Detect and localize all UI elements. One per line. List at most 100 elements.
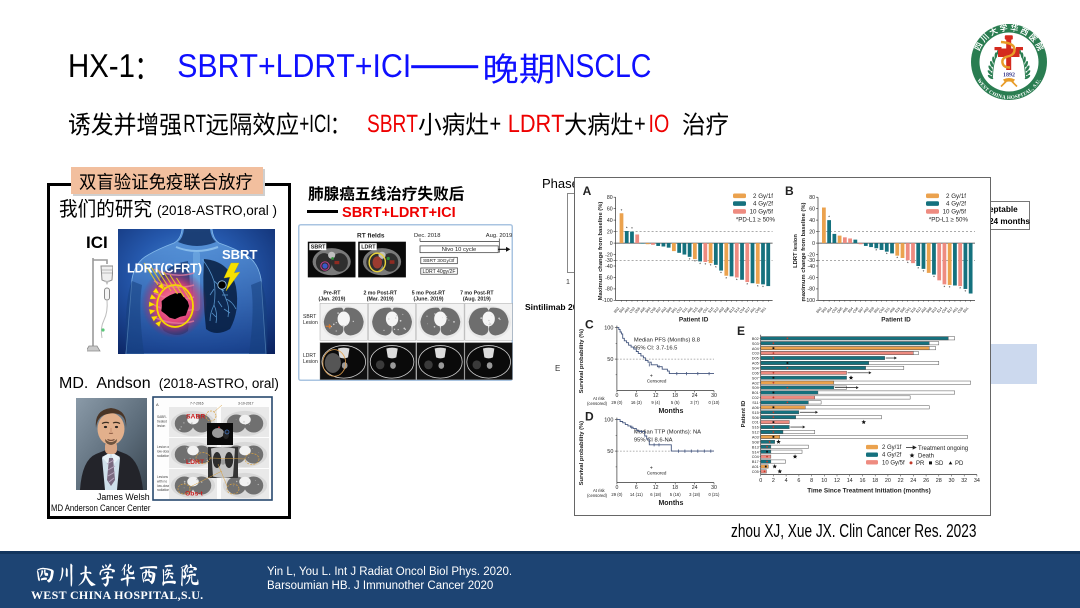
svg-text:A04: A04 [752, 347, 759, 351]
svg-text:A01: A01 [749, 306, 756, 313]
svg-text:S08: S08 [752, 440, 759, 444]
svg-text:A03: A03 [718, 306, 725, 313]
svg-text:5 (5): 5 (5) [671, 400, 680, 405]
svg-text:▲: ▲ [217, 425, 220, 429]
svg-text:0: 0 [615, 393, 618, 399]
svg-text:At risk: At risk [593, 396, 606, 401]
svg-text:Months: Months [658, 500, 683, 507]
svg-text:1892: 1892 [1003, 73, 1015, 79]
svg-text:*: * [736, 277, 738, 282]
svg-text:S03: S03 [618, 306, 625, 313]
svg-text:LDRT(CFRT): LDRT(CFRT) [127, 262, 202, 276]
svg-text:A01: A01 [752, 465, 759, 469]
svg-text:*: * [704, 262, 706, 267]
svg-text:30: 30 [711, 393, 717, 399]
svg-text:C01: C01 [904, 306, 911, 314]
svg-text:-40: -40 [605, 264, 613, 270]
svg-text:C06: C06 [852, 306, 859, 314]
svg-text:S07: S07 [752, 376, 759, 380]
svg-text:S12: S12 [752, 431, 759, 435]
svg-text:S03: S03 [752, 342, 759, 346]
svg-text:S09: S09 [868, 306, 875, 313]
svg-text:RT fields: RT fields [357, 233, 385, 240]
svg-text:PD: PD [955, 461, 964, 467]
svg-text:60: 60 [809, 207, 815, 213]
svg-text:LDRT: LDRT [303, 353, 316, 359]
svg-text:S04: S04 [752, 366, 759, 370]
svg-text:Time Since Treatment Initiatio: Time Since Treatment Initiation (months) [807, 488, 930, 495]
svg-text:S15: S15 [752, 411, 759, 415]
svg-text:16 (3): 16 (3) [631, 400, 643, 405]
svg-text:S08: S08 [723, 306, 730, 313]
svg-text:14: 14 [847, 478, 853, 484]
svg-text:C02: C02 [752, 396, 759, 400]
svg-text:*: * [959, 286, 961, 291]
svg-text:0 (21): 0 (21) [709, 492, 721, 497]
svg-text:A05: A05 [639, 306, 646, 313]
svg-text:lesion: lesion [157, 424, 166, 428]
svg-text:Lesion with: Lesion with [157, 445, 173, 449]
svg-text:18: 18 [672, 393, 678, 399]
svg-text:S15: S15 [894, 306, 901, 313]
svg-text:LDRT: LDRT [361, 245, 376, 251]
svg-text:low-dose: low-dose [157, 449, 170, 453]
svg-text:C: C [585, 318, 594, 332]
svg-text:0: 0 [759, 478, 762, 484]
svg-text:radiation: radiation [157, 488, 169, 492]
svg-text:60: 60 [607, 207, 613, 213]
svg-text:-80: -80 [808, 287, 816, 293]
svg-text:*: * [694, 259, 696, 264]
svg-text:Median TTP (Months): NA: Median TTP (Months): NA [634, 430, 701, 436]
svg-text:80: 80 [607, 195, 613, 201]
svg-text:50: 50 [607, 449, 613, 455]
svg-text:6: 6 [635, 393, 638, 399]
svg-text:S07: S07 [655, 306, 662, 313]
svg-text:treated: treated [157, 419, 167, 423]
svg-text:*: * [631, 226, 633, 231]
svg-text:32: 32 [961, 478, 967, 484]
svg-text:SBRT: SBRT [311, 245, 326, 251]
svg-text:+: + [650, 374, 653, 380]
svg-text:Lesion: Lesion [303, 359, 318, 365]
svg-text:S03: S03 [821, 306, 828, 313]
svg-text:95% CI: 3.7-16.5: 95% CI: 3.7-16.5 [634, 346, 678, 352]
svg-text:Patient ID: Patient ID [881, 317, 911, 324]
svg-text:A06: A06 [686, 306, 693, 313]
svg-text:B17: B17 [752, 460, 759, 464]
svg-text:9 (4): 9 (4) [651, 400, 660, 405]
svg-text:S11: S11 [681, 306, 688, 313]
svg-text:S14: S14 [752, 450, 759, 454]
svg-text:(censored): (censored) [587, 401, 608, 406]
svg-text:A02: A02 [752, 381, 759, 385]
svg-text:A05: A05 [752, 362, 759, 366]
svg-text:C02: C02 [676, 306, 683, 314]
svg-text:A01: A01 [952, 306, 959, 313]
svg-text:40: 40 [607, 218, 613, 224]
svg-text:+: + [650, 466, 653, 472]
svg-text:26: 26 [923, 478, 929, 484]
svg-text:*: * [949, 285, 951, 290]
svg-text:34: 34 [974, 478, 980, 484]
svg-text:SD: SD [935, 461, 944, 467]
svg-text:100: 100 [604, 326, 613, 332]
svg-text:0: 0 [615, 485, 618, 491]
svg-text:C04: C04 [752, 455, 759, 459]
svg-text:10 Gy/5f: 10 Gy/5f [882, 460, 905, 466]
svg-text:7-7-2016: 7-7-2016 [190, 402, 204, 406]
svg-text:-100: -100 [602, 298, 612, 304]
svg-text:4 Gy/2f: 4 Gy/2f [946, 201, 966, 208]
svg-text:C03: C03 [629, 306, 636, 314]
svg-text:-30: -30 [605, 258, 613, 264]
svg-text:S14: S14 [734, 306, 741, 313]
svg-text:Pre-RT: Pre-RT [323, 291, 341, 297]
svg-text:*: * [944, 284, 946, 289]
svg-text:-60: -60 [605, 275, 613, 281]
svg-text:(Aug. 2019): (Aug. 2019) [463, 297, 491, 303]
svg-text:Dec. 2018: Dec. 2018 [414, 233, 440, 239]
svg-text:S16: S16 [910, 306, 917, 313]
svg-text:3 (18): 3 (18) [689, 492, 701, 497]
svg-text:-20: -20 [808, 252, 816, 258]
svg-text:24: 24 [910, 478, 916, 484]
svg-text:maximum change from baseline (: maximum change from baseline (%) [801, 202, 807, 301]
svg-text:95% CI 8.6-NA: 95% CI 8.6-NA [634, 438, 673, 444]
